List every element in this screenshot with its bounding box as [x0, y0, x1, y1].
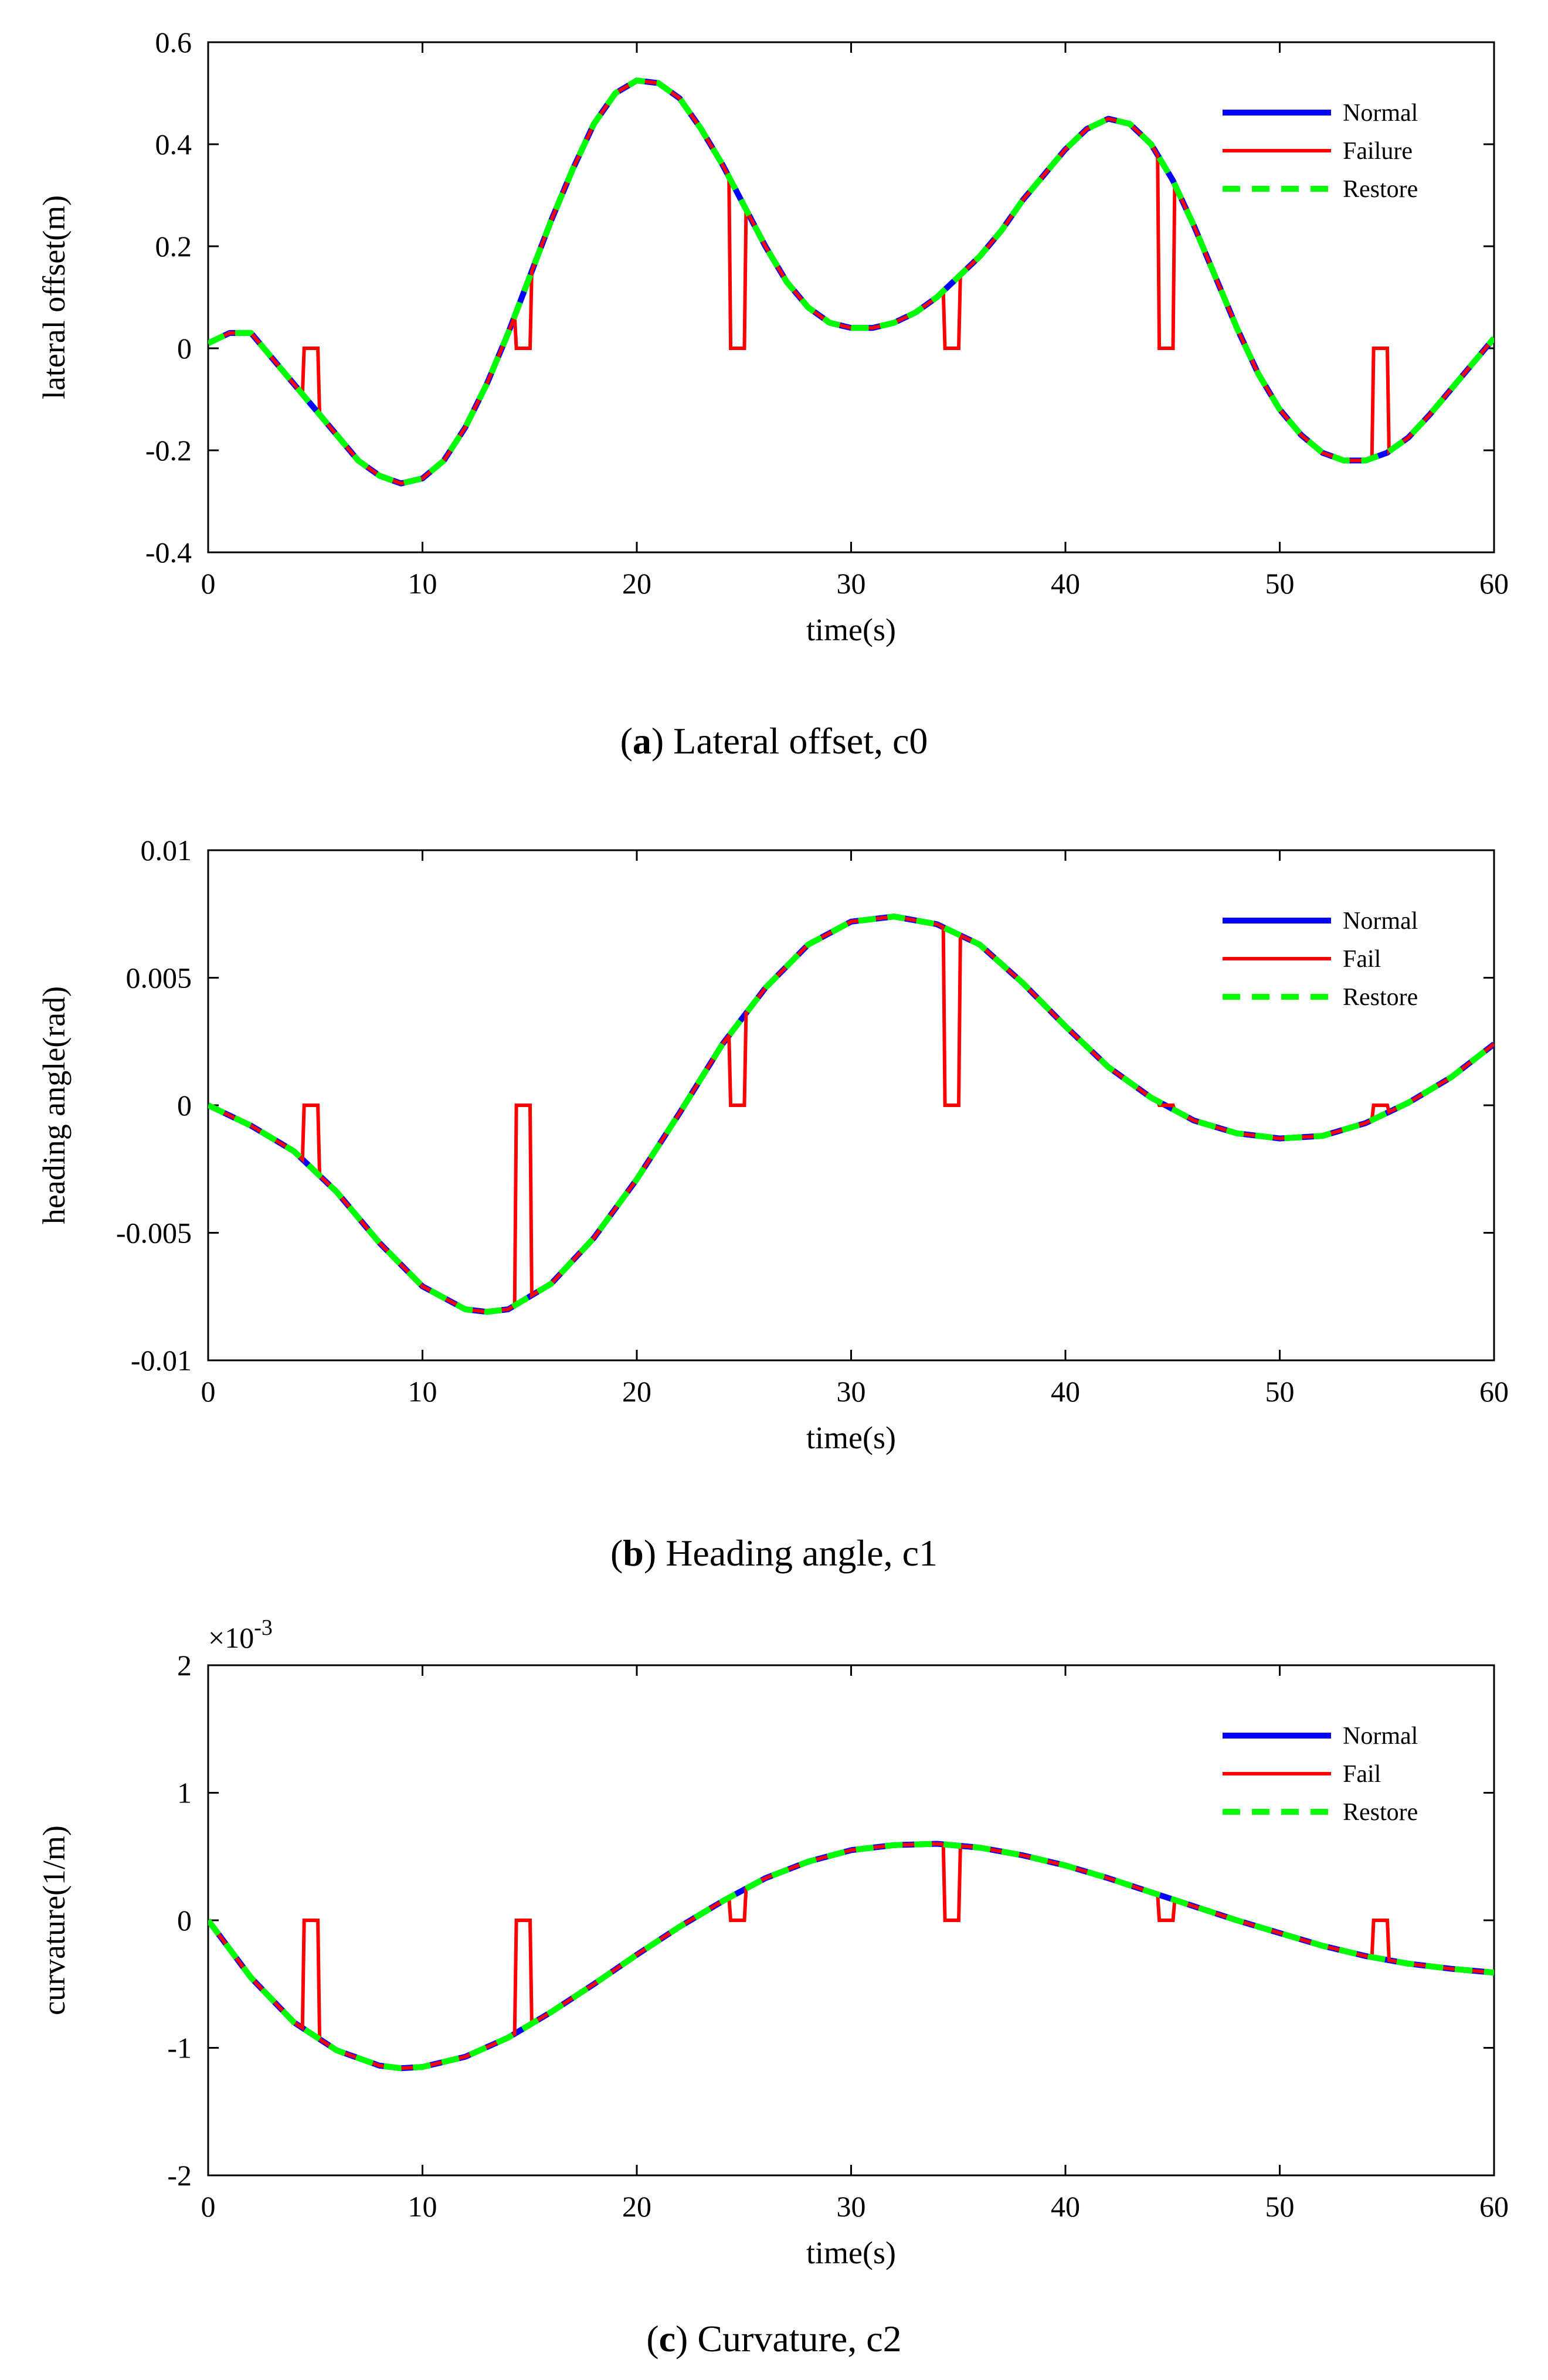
legend-label-normal: Normal [1343, 1723, 1418, 1750]
x-tick-label: 0 [201, 567, 216, 600]
x-tick-label: 30 [837, 1375, 866, 1408]
x-tick-label: 20 [622, 1375, 651, 1408]
legend-label-failure: Failure [1343, 138, 1413, 165]
y-tick-label: 0.005 [126, 962, 192, 994]
x-tick-label: 0 [201, 2190, 216, 2223]
x-axis-label: time(s) [806, 1420, 896, 1455]
x-tick-label: 20 [622, 567, 651, 600]
legend: Normal Fail Restore [1223, 908, 1418, 1011]
y-tick-label: 0.01 [141, 834, 192, 867]
y-axis-label: curvature(1/m) [36, 1825, 72, 2015]
series-line-restore [208, 1841, 1494, 2072]
caption-paren-close: ) [651, 720, 664, 762]
x-tick-label: 30 [837, 567, 866, 600]
x-tick-label: 10 [408, 2190, 437, 2223]
y-tick-label: -2 [167, 2159, 192, 2192]
x-tick-label: 60 [1479, 567, 1509, 600]
axis-exponent-label: ×10-3 [208, 1615, 273, 1654]
caption-text: Curvature, c2 [688, 2318, 901, 2359]
figure-caption: (a) Lateral offset, c0 [620, 720, 928, 762]
figure-caption: (c) Curvature, c2 [646, 2318, 901, 2359]
caption-paren-open: ( [620, 720, 633, 762]
caption-letter: b [623, 1532, 644, 1574]
legend-label-fail: Fail [1343, 946, 1381, 973]
legend-label-restore: Restore [1343, 176, 1418, 203]
y-axis-label: lateral offset(m) [36, 195, 72, 399]
x-tick-label: 0 [201, 1375, 216, 1408]
x-tick-label: 40 [1051, 567, 1080, 600]
caption-paren-open: ( [646, 2318, 658, 2359]
x-tick-label: 10 [408, 567, 437, 600]
legend-label-normal: Normal [1343, 908, 1418, 935]
caption-paren-close: ) [644, 1532, 656, 1574]
series-line-restore [208, 914, 1494, 1315]
y-tick-label: 2 [177, 1649, 192, 1682]
y-tick-label: 0.6 [155, 26, 192, 59]
x-axis-label: time(s) [806, 612, 896, 647]
legend-label-normal: Normal [1343, 100, 1418, 127]
caption-paren-open: ( [610, 1532, 623, 1574]
data-series-group [208, 1841, 1494, 2072]
y-tick-label: 0 [177, 1904, 192, 1937]
caption-paren-close: ) [675, 2318, 688, 2359]
plot-area [207, 849, 1495, 1362]
legend-label-restore: Restore [1343, 1799, 1418, 1826]
y-tick-label: 0 [177, 1089, 192, 1122]
caption-text: Heading angle, c1 [656, 1532, 938, 1574]
x-tick-label: 20 [622, 2190, 651, 2223]
data-series-group [208, 914, 1494, 1315]
caption-letter: c [659, 2318, 675, 2359]
caption-letter: a [633, 720, 651, 762]
plot-area [207, 1664, 1495, 2177]
chart-panel-3: 0 10 20 30 40 50 60 -2 -1 0 1 2 time(s) curvature(1/m… [36, 1615, 1509, 2359]
legend: Normal Fail Restore [1223, 1723, 1418, 1826]
x-tick-label: 50 [1265, 567, 1295, 600]
x-tick-label: 60 [1479, 2190, 1509, 2223]
x-tick-label: 40 [1051, 2190, 1080, 2223]
x-tick-label: 30 [837, 2190, 866, 2223]
series-line-restore [208, 77, 1494, 487]
chart-panel-2: 0 10 20 30 40 50 60 -0.01 -0.005 0 0.005 0.01 time(s… [36, 834, 1509, 1574]
y-tick-label: 0.4 [155, 128, 192, 161]
y-tick-label: -0.4 [145, 536, 192, 569]
y-tick-label: 0.2 [155, 230, 192, 263]
x-tick-label: 40 [1051, 1375, 1080, 1408]
legend-label-fail: Fail [1343, 1761, 1381, 1788]
y-axis-label: heading angle(rad) [36, 986, 72, 1224]
figure-caption: (b) Heading angle, c1 [610, 1532, 938, 1574]
x-tick-label: 50 [1265, 2190, 1295, 2223]
legend: Normal Failure Restore [1223, 100, 1418, 203]
data-series-group [208, 77, 1494, 487]
y-tick-label: -1 [167, 2032, 192, 2065]
y-tick-label: -0.2 [145, 434, 192, 467]
x-axis-label: time(s) [806, 2235, 896, 2270]
chart-panel-1: 0 10 20 30 40 50 60 -0.4 -0.2 0 0.2 0.4 0.6 time(s) la… [36, 26, 1509, 762]
y-tick-label: -0.01 [131, 1344, 192, 1377]
x-tick-label: 60 [1479, 1375, 1509, 1408]
caption-text: Lateral offset, c0 [664, 720, 928, 762]
y-tick-label: 1 [177, 1777, 192, 1809]
y-tick-label: 0 [177, 332, 192, 365]
y-tick-label: -0.005 [116, 1217, 192, 1250]
legend-label-restore: Restore [1343, 984, 1418, 1011]
x-tick-label: 50 [1265, 1375, 1295, 1408]
x-tick-label: 10 [408, 1375, 437, 1408]
plot-area [207, 41, 1495, 554]
